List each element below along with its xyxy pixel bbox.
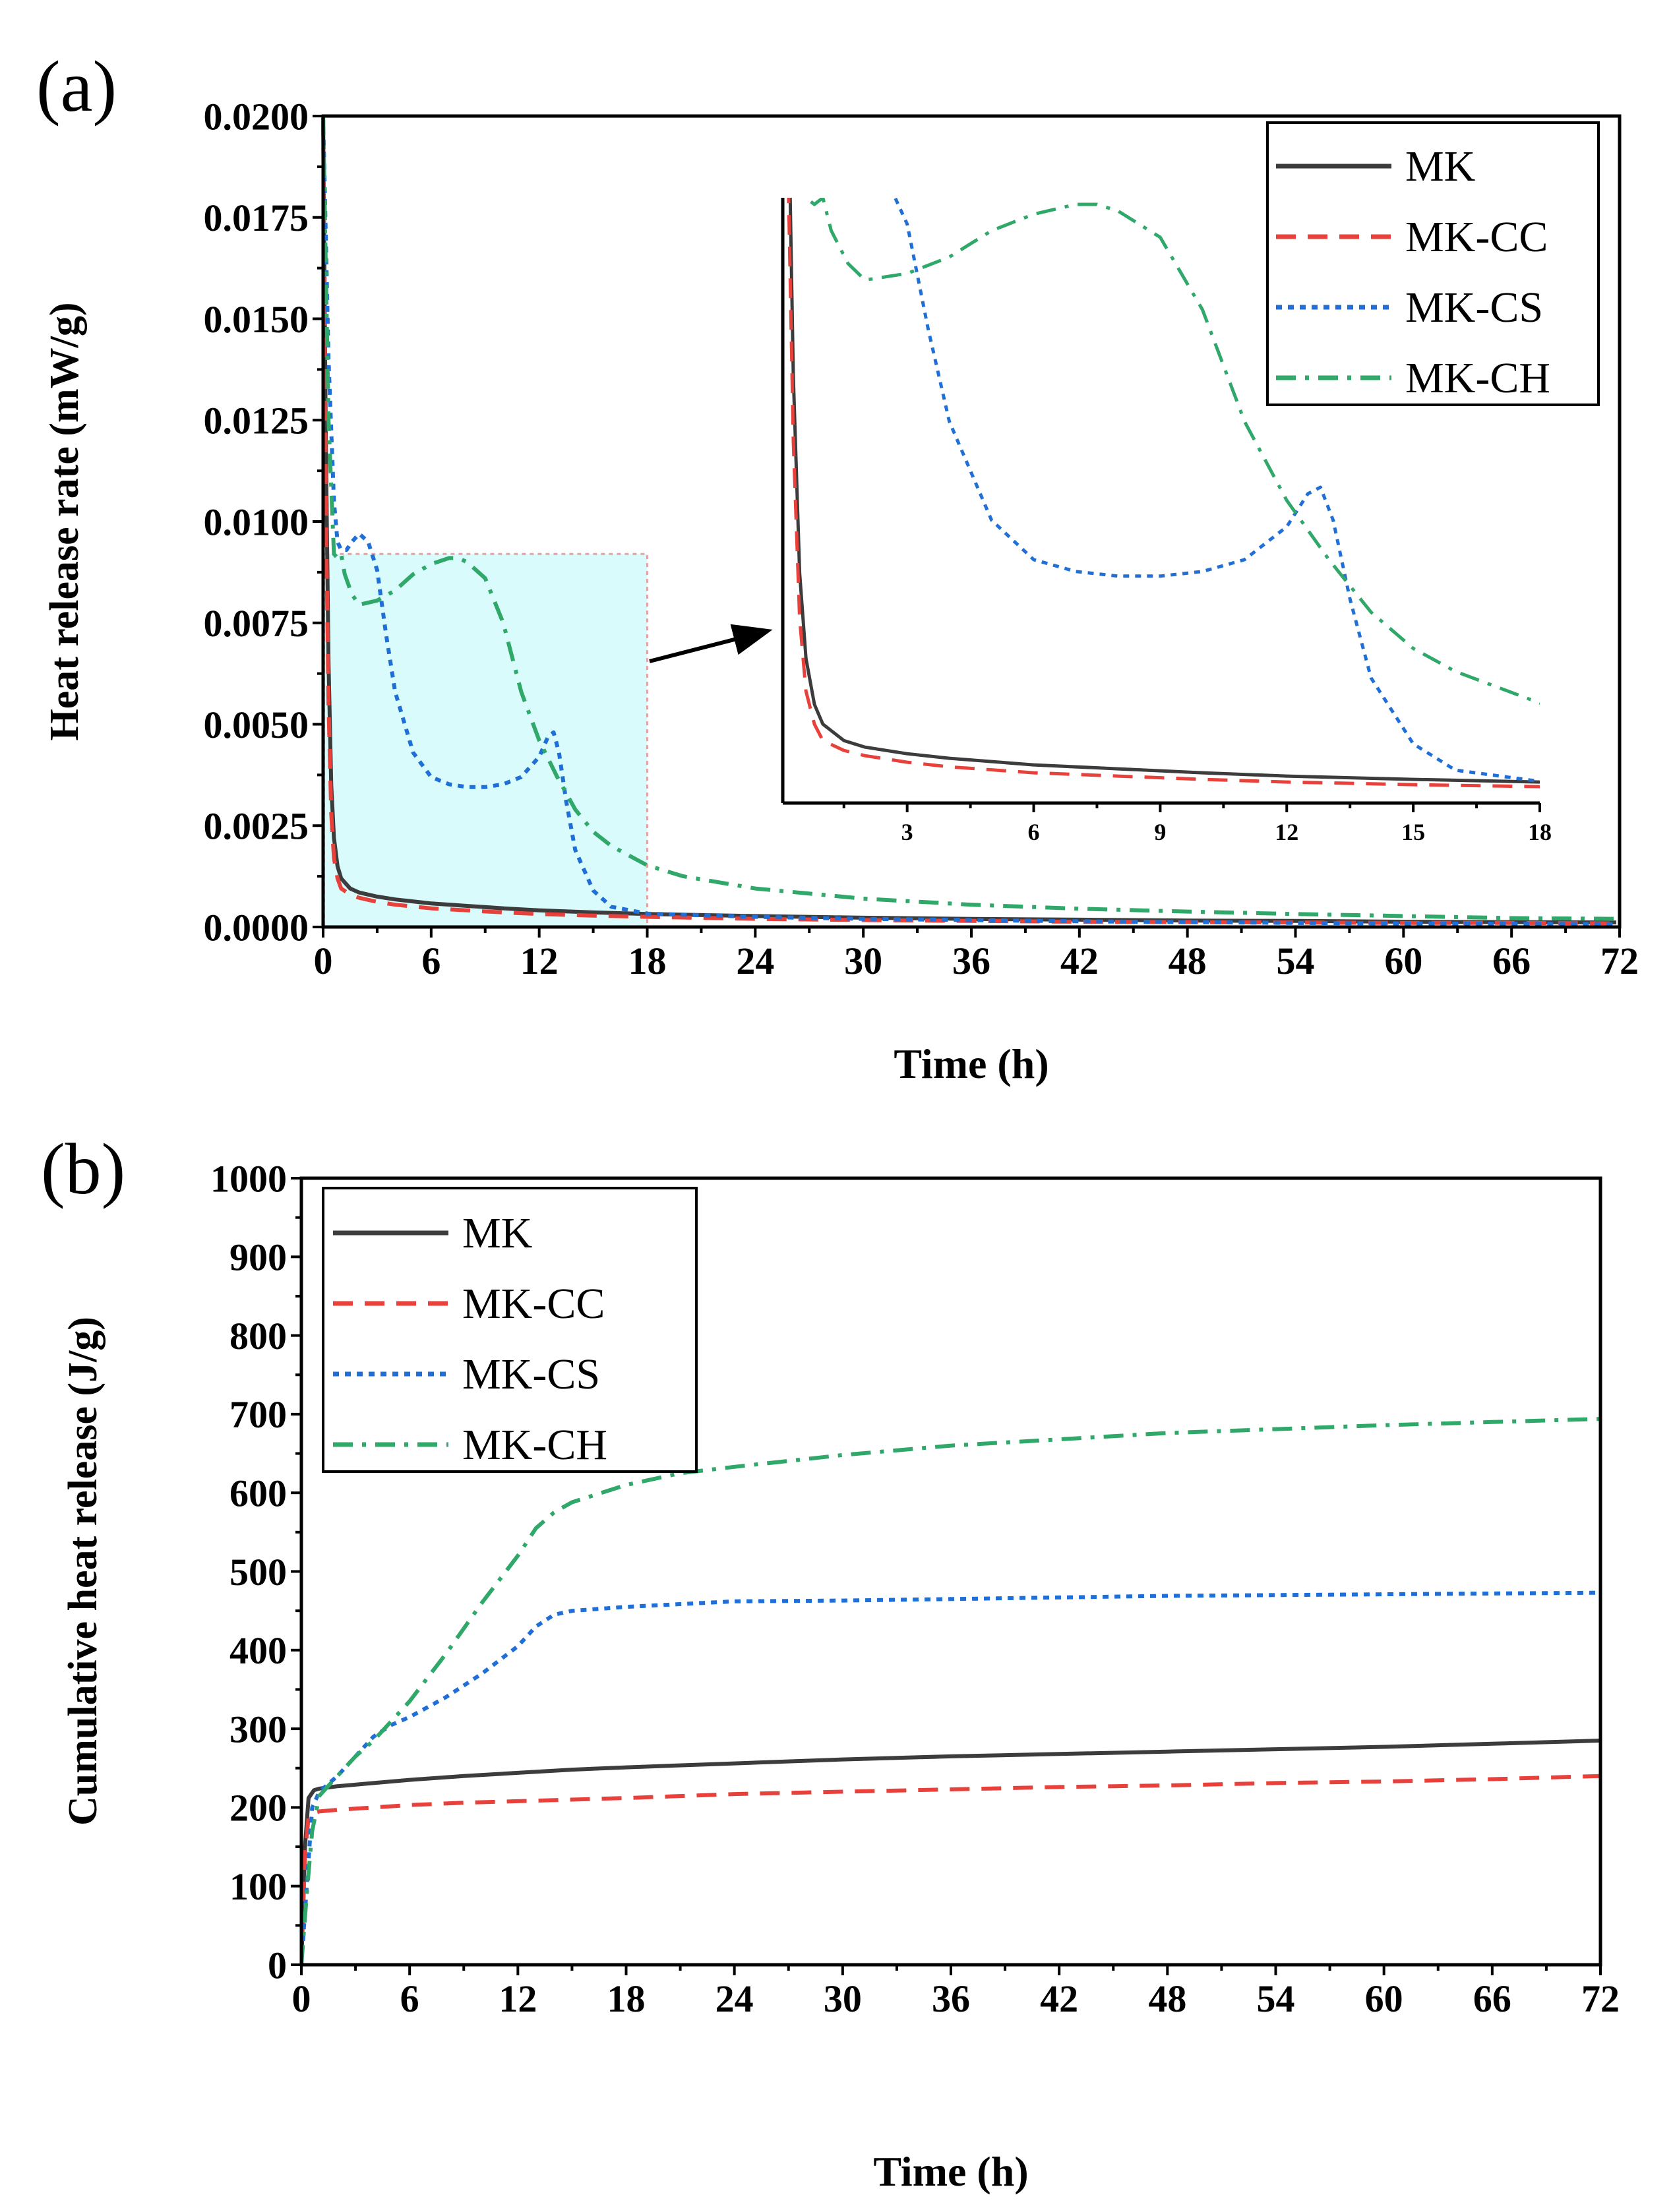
panel-a-x-tick-label: 24 [736, 940, 774, 982]
panel-b-y-tick-label: 700 [229, 1393, 287, 1436]
panel-b-y-tick-label: 600 [229, 1472, 287, 1515]
panel-b-series-mk [301, 1739, 1600, 1965]
inset-x-tick-label: 12 [1275, 819, 1298, 845]
panel-b-ticks: 0 6 12 18 24 30 36 42 48 54 60 66 72 0 100 200 300 400 500… [210, 1157, 1620, 2020]
panel-a-frame [321, 114, 1622, 929]
panel-b-x-tick-label: 0 [292, 1977, 311, 2020]
panel-a-x-tick-label: 42 [1060, 940, 1099, 982]
panel-b-legend-label-mk-cc: MK-CC [462, 1280, 605, 1328]
panel-a-y-tick-label: 0.0075 [204, 602, 309, 645]
inset-x-tick-label: 15 [1401, 819, 1425, 845]
panel-a-label: (a) [36, 46, 117, 127]
panel-a-y-axis-title: Heat release rate (mW/g) [42, 302, 87, 740]
panel-a-x-tick-label: 36 [952, 940, 990, 982]
panel-a-series-mk-cc [321, 116, 1616, 926]
panel-a-series-mk-ch [321, 116, 1616, 921]
panel-a-y-tick-label: 0.0125 [204, 400, 309, 442]
panel-b-y-tick-label: 0 [268, 1944, 287, 1987]
panel-b-series-mk-ch [301, 1417, 1600, 1965]
inset-x-tick-label: 9 [1154, 819, 1166, 845]
panel-a-x-axis-title: Time (h) [894, 1040, 1049, 1087]
inset-x-tick-label: 18 [1528, 819, 1552, 845]
panel-b-legend-label-mk-ch: MK-CH [462, 1421, 607, 1469]
panel-b-x-tick-label: 72 [1581, 1977, 1620, 2020]
panel-b-x-tick-label: 54 [1257, 1977, 1295, 2020]
panel-a-legend: MK MK-CC MK-CS MK-CH [1266, 121, 1600, 406]
panel-a-y-tick-label: 0.0100 [204, 500, 309, 543]
panel-b-x-tick-label: 42 [1040, 1977, 1078, 2020]
inset-series-mk-cs [893, 198, 1540, 783]
panel-b-x-tick-label: 6 [400, 1977, 419, 2020]
panel-b-legend-box [322, 1187, 698, 1473]
panel-b-legend-label-mk-cs: MK-CS [462, 1350, 600, 1398]
zoom-region-highlight [322, 553, 648, 928]
panel-b-y-tick-label: 200 [229, 1787, 287, 1830]
panel-a-legend-label-mk: MK [1405, 142, 1475, 191]
panel-b-chart: 0 6 12 18 24 30 36 42 48 54 60 66 72 0 100 200 300 400 500… [61, 1157, 1620, 2195]
inset-x-tick-label: 6 [1028, 819, 1040, 845]
panel-a-legend-box [1266, 121, 1600, 406]
panel-a-series-group [321, 116, 1616, 926]
panel-a-x-tick-label: 54 [1277, 940, 1315, 982]
inset-series-group [787, 198, 1540, 789]
panel-a-x-tick-label: 0 [314, 940, 333, 982]
panel-b-y-tick-label: 800 [229, 1315, 287, 1358]
panel-b-label: (b) [41, 1129, 125, 1209]
panel-b-x-tick-label: 24 [715, 1977, 754, 2020]
panel-a-x-tick-label: 30 [844, 940, 882, 982]
panel-a-legend-label-mk-cs: MK-CS [1405, 284, 1543, 332]
panel-b-x-tick-label: 36 [932, 1977, 970, 2020]
panel-b-y-tick-label: 300 [229, 1708, 287, 1750]
panel-b-x-tick-label: 48 [1148, 1977, 1186, 2020]
panel-a-x-tick-label: 18 [628, 940, 667, 982]
zoom-arrow [649, 624, 773, 663]
panel-a-x-tick-label: 60 [1384, 940, 1422, 982]
panel-a-series-mk-cs [321, 116, 1616, 926]
panel-b-series-mk-cs [301, 1590, 1600, 1965]
panel-b-x-tick-label: 60 [1365, 1977, 1403, 2020]
panel-b-y-tick-label: 500 [229, 1551, 287, 1594]
panel-a-x-tick-label: 48 [1169, 940, 1207, 982]
panel-b-legend: MK MK-CC MK-CS MK-CH [322, 1187, 698, 1473]
panel-b-x-tick-label: 30 [824, 1977, 862, 2020]
inset-chart: 3 6 9 12 15 18 [781, 198, 1552, 845]
panel-b-y-tick-label: 900 [229, 1236, 287, 1279]
inset-series-mk-cc [787, 198, 1540, 789]
panel-a-ticks: 0 6 12 18 24 30 36 42 48 54 60 66 720.00000.00250.00… [204, 95, 1639, 982]
panel-a-legend-label-mk-ch: MK-CH [1405, 354, 1550, 402]
panel-b-x-axis-title: Time (h) [873, 2148, 1028, 2195]
panel-b-x-tick-label: 12 [499, 1977, 537, 2020]
panel-a-chart: 0 6 12 18 24 30 36 42 48 54 60 66 720.00000.00250.00… [42, 95, 1639, 1087]
panel-a-legend-label-mk-cc: MK-CC [1405, 213, 1548, 261]
panel-b-series-mk-cc [301, 1774, 1600, 1965]
panel-a-y-tick-label: 0.0050 [204, 703, 309, 746]
inset-x-tick-label: 3 [901, 819, 913, 845]
inset-series-mk [788, 198, 1540, 784]
panel-a-y-tick-label: 0.0000 [204, 906, 309, 949]
inset-ticks: 3 6 9 12 15 18 [842, 803, 1552, 845]
panel-b-y-tick-label: 400 [229, 1629, 287, 1672]
panel-b-series-group [301, 1417, 1600, 1965]
panel-b-x-tick-label: 66 [1473, 1977, 1511, 2020]
panel-b-legend-label-mk: MK [462, 1209, 532, 1257]
panel-a-x-tick-label: 6 [421, 940, 441, 982]
panel-b-y-tick-label: 100 [229, 1865, 287, 1908]
panel-b-y-axis-title: Cumulative heat release (J/g) [61, 1317, 106, 1826]
panel-a-x-tick-label: 72 [1600, 940, 1639, 982]
panel-a-y-tick-label: 0.0150 [204, 298, 309, 341]
panel-b-frame [299, 1176, 1602, 1967]
panel-a-y-tick-label: 0.0200 [204, 95, 309, 138]
panel-b-x-tick-label: 18 [607, 1977, 646, 2020]
panel-a-x-tick-label: 12 [520, 940, 559, 982]
panel-b-y-tick-label: 1000 [210, 1157, 287, 1200]
panel-a-y-tick-label: 0.0025 [204, 805, 309, 848]
panel-a-y-tick-label: 0.0175 [204, 196, 309, 239]
panel-a-x-tick-label: 66 [1492, 940, 1531, 982]
